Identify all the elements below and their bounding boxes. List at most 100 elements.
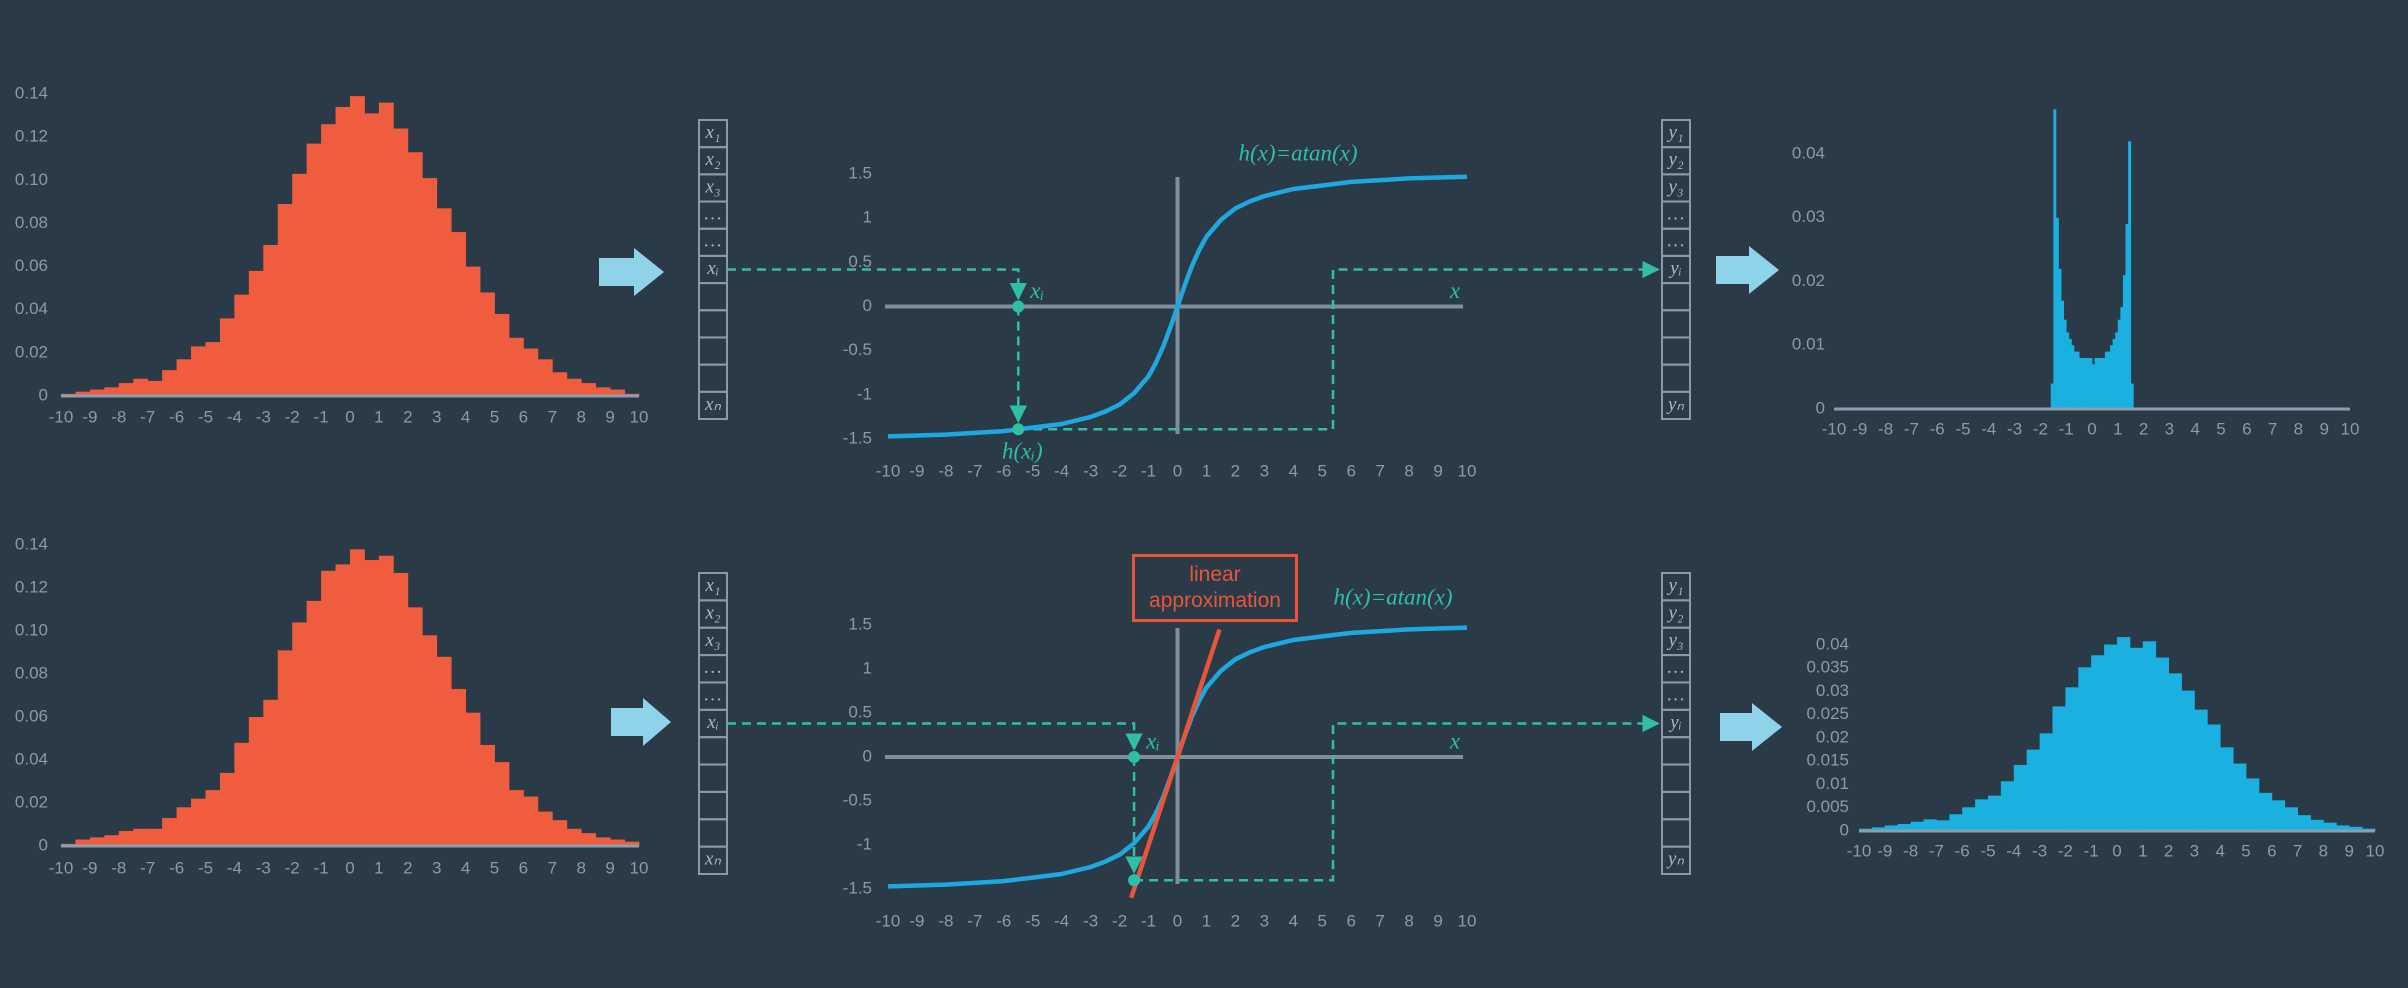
x-tick-label: -2	[285, 407, 300, 426]
histogram-bar	[2039, 733, 2053, 831]
histogram-bar	[191, 798, 206, 846]
x-tick-label: 3	[1260, 911, 1269, 930]
x-tick-label: -7	[140, 858, 155, 877]
x-tick-label: 7	[1375, 911, 1384, 930]
vector-label: yᵢ	[1668, 258, 1681, 279]
x-tick-label: -3	[256, 858, 271, 877]
x-tick-label: -1	[2059, 419, 2074, 438]
histogram-bar	[205, 790, 221, 846]
histogram-bar	[2061, 300, 2065, 409]
histogram-bar	[2246, 778, 2260, 831]
x-tick-label: -9	[82, 407, 97, 426]
y-tick-label: -1.5	[843, 428, 872, 447]
x-tick-label: -4	[1054, 461, 1069, 480]
dashed-arrow	[727, 268, 1028, 301]
x-tick-label: 5	[1318, 461, 1327, 480]
x-tick-label: -1	[2084, 841, 2099, 860]
histogram-bar	[422, 635, 438, 846]
histogram-bar	[523, 796, 539, 846]
histogram-bar	[162, 370, 177, 396]
x-tick-label: 1	[2138, 841, 2147, 860]
curve-label: h(x)=atan(x)	[1239, 140, 1358, 165]
block-arrow	[1716, 246, 1779, 294]
histogram-bar	[2284, 807, 2298, 831]
x-tick-label: -8	[111, 407, 126, 426]
x-tick-label: -10	[876, 911, 901, 930]
histogram-bar	[2120, 307, 2124, 409]
y-tick-label: -1	[857, 834, 872, 853]
histogram-bar	[75, 391, 91, 396]
y-tick-label: 0.01	[1792, 335, 1825, 354]
x-tick-label: -4	[1054, 911, 1069, 930]
vector-cell	[698, 763, 728, 793]
y-tick-label: 0.02	[15, 342, 48, 361]
vector-cell	[1661, 309, 1691, 339]
histogram-bar	[2220, 747, 2234, 831]
x-tick-label: -9	[909, 911, 924, 930]
x-tick-label: 4	[461, 407, 470, 426]
y-tick-label: 0	[39, 835, 48, 854]
histogram-bar	[2310, 819, 2324, 831]
x-tick-label: 5	[490, 407, 499, 426]
x-tick-label: -10	[876, 461, 901, 480]
histogram-bar	[407, 607, 423, 846]
histogram-bar	[191, 346, 206, 396]
y-tick-label: 0.04	[15, 749, 48, 768]
histogram-bar	[2181, 690, 2195, 831]
highlight-point	[1012, 423, 1025, 436]
x-tick-label: -10	[1822, 419, 1847, 438]
x-tick-label: 6	[2267, 841, 2276, 860]
x-tick-label: -9	[909, 461, 924, 480]
x-tick-label: 8	[1404, 911, 1413, 930]
vector-label: …	[1668, 203, 1685, 224]
x-tick-label: 6	[519, 858, 528, 877]
histogram-bar	[1871, 827, 1886, 831]
vector-label: y₁	[1666, 575, 1683, 596]
histogram-bar	[2194, 709, 2208, 831]
x-tick-label: 1	[374, 407, 383, 426]
dashed-arrow	[727, 722, 1143, 751]
histogram-bar	[465, 266, 481, 396]
vector-label: x₁	[704, 575, 720, 596]
histogram-bar	[2013, 764, 2028, 831]
histogram-bar	[321, 570, 336, 846]
y-tick-label: 0.04	[15, 299, 48, 318]
vector-cell	[698, 736, 728, 766]
vector-cell	[698, 363, 728, 393]
y-tick-label: 0.08	[15, 663, 48, 682]
vector-label: x₂	[704, 602, 720, 623]
histogram-bar	[162, 818, 177, 846]
x-tick-label: 3	[2165, 419, 2174, 438]
x-tick-label: 2	[1231, 461, 1240, 480]
histogram-bar	[234, 294, 250, 396]
highlight-y-label: h(xᵢ)	[1002, 439, 1043, 464]
histogram-bar	[2258, 792, 2273, 831]
histogram-bar	[378, 102, 394, 396]
histogram-bar	[552, 372, 568, 396]
histogram-bar	[1884, 825, 1899, 831]
vector-label: yᵢ	[1668, 712, 1681, 733]
histogram-bar	[2058, 268, 2062, 409]
histogram-bar	[2091, 655, 2105, 831]
vector-cell	[1661, 790, 1691, 821]
histogram-bar	[147, 380, 163, 396]
histogram-bar	[1988, 795, 2002, 831]
x-tick-label: -1	[314, 858, 329, 877]
x-tick-label: -9	[1877, 841, 1892, 860]
histogram-bar	[1910, 821, 1924, 831]
x-tick-label: -7	[967, 911, 982, 930]
histogram-bar	[2053, 109, 2057, 409]
histogram-bar	[118, 830, 134, 846]
x-tick-label: 10	[1458, 911, 1477, 930]
y-tick-label: 1.5	[848, 163, 872, 182]
histogram-bar	[610, 839, 625, 846]
histogram-bar	[595, 387, 611, 396]
histogram-bar	[2063, 319, 2067, 409]
histogram-bar	[552, 820, 568, 846]
histogram-bar	[2323, 822, 2337, 831]
histogram-bar	[2336, 825, 2350, 831]
y-tick-label: 0.04	[1792, 143, 1825, 162]
histogram-bar	[2086, 358, 2090, 409]
x-tick-label: -2	[2033, 419, 2048, 438]
